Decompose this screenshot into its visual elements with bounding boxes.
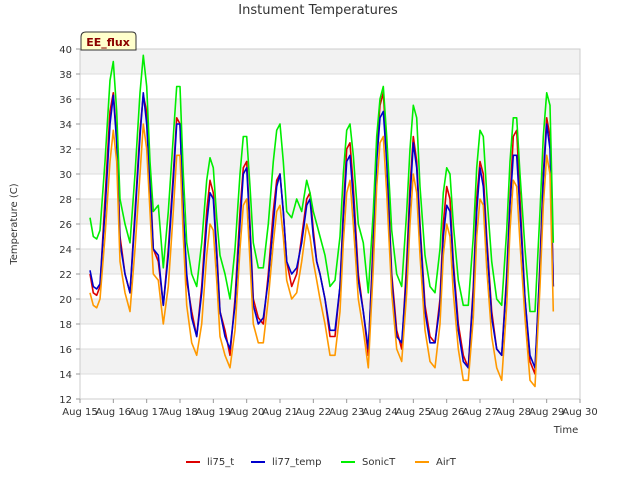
x-tick-label: Aug 29 (529, 407, 564, 418)
plot-band (80, 99, 580, 124)
y-tick-label: 32 (59, 145, 72, 156)
x-tick-label: Aug 16 (96, 407, 131, 418)
y-tick-label: 22 (59, 270, 72, 281)
plot-band (80, 74, 580, 99)
y-tick-label: 14 (59, 370, 72, 381)
legend: li75_t li77_temp SonicT AirT (186, 457, 457, 468)
y-axis-ticks: 12 14 16 18 20 22 24 26 28 30 32 34 36 38 40 (59, 45, 80, 406)
series-lines (89, 54, 555, 388)
x-tick-label: Aug 26 (429, 407, 464, 418)
plot-band (80, 374, 580, 399)
y-axis-label: Temperature (C) (9, 183, 20, 265)
x-axis-label: Time (553, 425, 578, 436)
plot-band (80, 49, 580, 74)
x-tick-label: Aug 28 (496, 407, 531, 418)
y-tick-label: 38 (59, 70, 72, 81)
x-tick-label: Aug 24 (362, 407, 397, 418)
plot-band (80, 199, 580, 224)
y-tick-label: 40 (59, 45, 72, 56)
series-line-sonict (89, 54, 555, 313)
legend-label-li77-temp: li77_temp (272, 457, 321, 468)
y-tick-label: 18 (59, 320, 72, 331)
y-tick-label: 28 (59, 195, 72, 206)
plot-band (80, 224, 580, 249)
badge-shape (80, 31, 137, 51)
x-tick-label: Aug 20 (229, 407, 264, 418)
series-line-li77-temp (89, 92, 555, 369)
x-tick-label: Aug 30 (562, 407, 597, 418)
x-tick-label: Aug 27 (462, 407, 497, 418)
y-tick-label: 34 (59, 120, 72, 131)
legend-label-airt: AirT (436, 457, 457, 468)
y-tick-label: 30 (59, 170, 72, 181)
legend-label-li75-t: li75_t (207, 457, 234, 468)
x-tick-label: Aug 22 (296, 407, 331, 418)
y-tick-label: 24 (59, 245, 72, 256)
x-tick-label: Aug 17 (129, 407, 164, 418)
y-tick-label: 16 (59, 345, 72, 356)
y-tick-label: 36 (59, 95, 72, 106)
x-tick-label: Aug 23 (329, 407, 364, 418)
plot-band (80, 124, 580, 149)
y-tick-label: 12 (59, 395, 72, 406)
x-tick-label: Aug 19 (196, 407, 231, 418)
x-tick-label: Aug 18 (162, 407, 197, 418)
badge-text: EE_flux (86, 36, 130, 49)
chart-title: Instument Temperatures (238, 3, 398, 18)
legend-label-sonict: SonicT (362, 457, 396, 468)
x-tick-label: Aug 21 (262, 407, 297, 418)
y-tick-label: 20 (59, 295, 72, 306)
series-line-airt (89, 123, 555, 388)
plot-band (80, 149, 580, 174)
x-tick-label: Aug 25 (396, 407, 431, 418)
x-tick-label: Aug 15 (62, 407, 97, 418)
y-tick-label: 26 (59, 220, 72, 231)
plot-band (80, 174, 580, 199)
ee-flux-badge: EE_flux (80, 31, 137, 51)
